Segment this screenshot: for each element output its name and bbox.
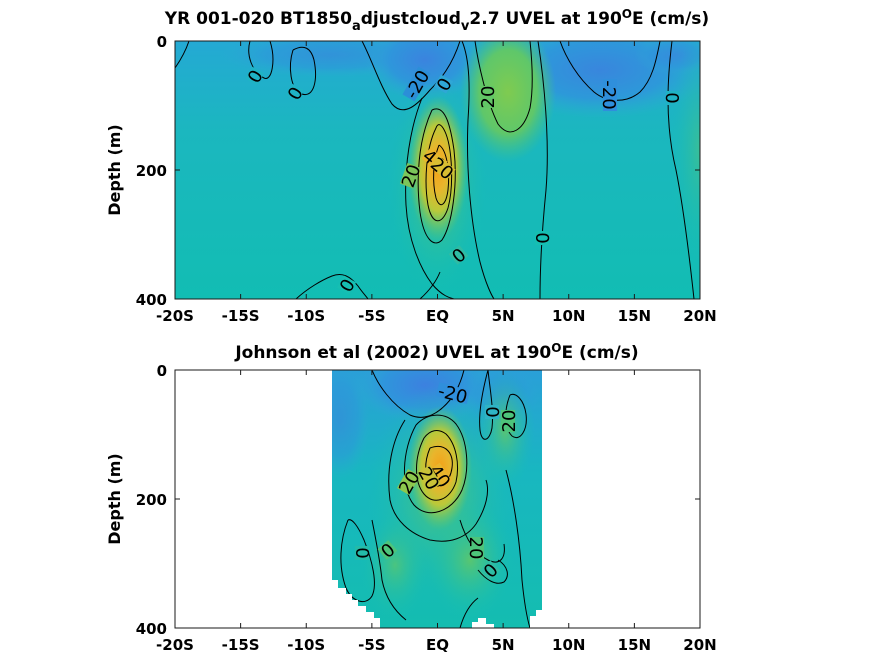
panel-2-y-label: Depth (m) xyxy=(105,453,124,545)
x-tick-label: -5S xyxy=(358,636,385,654)
contour-label: 0 xyxy=(533,232,554,243)
x-tick-label: 10N xyxy=(552,636,585,654)
x-tick-label: -20S xyxy=(156,307,194,325)
x-tick-label: -15S xyxy=(222,307,260,325)
contour-label: 20 xyxy=(478,86,499,109)
x-tick-label: -5S xyxy=(358,307,385,325)
x-tick-label: EQ xyxy=(426,307,449,325)
panel-1-y-label: Depth (m) xyxy=(105,124,124,216)
x-tick-label: 15N xyxy=(618,307,651,325)
x-tick-label: 5N xyxy=(492,307,515,325)
contour-label: 0 xyxy=(661,92,682,103)
contour-label: -20 xyxy=(598,80,619,109)
x-tick-label: 20N xyxy=(683,636,716,654)
x-tick-label: 20N xyxy=(683,307,716,325)
contour-label: 0 xyxy=(353,547,374,558)
contour-label: 0 xyxy=(483,406,504,417)
x-tick-label: -10S xyxy=(287,636,325,654)
x-tick-label: -20S xyxy=(156,636,194,654)
contour-label: 20 xyxy=(499,410,520,433)
contour-label: 20 xyxy=(465,537,486,560)
panel-1-title: YR 001-020 BT1850adjustcloudv2.7 UVEL at… xyxy=(164,7,709,34)
y-tick-label: 400 xyxy=(136,620,167,638)
panel-2-title: Johnson et al (2002) UVEL at 190OE (cm/s… xyxy=(234,341,638,363)
y-tick-label: 0 xyxy=(157,33,167,51)
panel-2: Johnson et al (2002) UVEL at 190OE (cm/s… xyxy=(105,341,717,654)
x-tick-label: 15N xyxy=(618,636,651,654)
y-tick-label: 200 xyxy=(136,162,167,180)
panel-2-x-ticks: -20S -15S -10S -5S EQ 5N 10N 15N 20N xyxy=(156,370,717,654)
y-tick-label: 400 xyxy=(136,291,167,309)
y-tick-label: 200 xyxy=(136,491,167,509)
y-tick-label: 0 xyxy=(157,362,167,380)
x-tick-label: 5N xyxy=(492,636,515,654)
panel-1: YR 001-020 BT1850adjustcloudv2.7 UVEL at… xyxy=(105,7,717,325)
x-tick-label: EQ xyxy=(426,636,449,654)
x-tick-label: -10S xyxy=(287,307,325,325)
panel-2-missing-data xyxy=(332,580,542,628)
x-tick-label: 10N xyxy=(552,307,585,325)
panel-1-x-ticks: -20S -15S -10S -5S EQ 5N 10N 15N 20N xyxy=(156,41,717,325)
x-tick-label: -15S xyxy=(222,636,260,654)
